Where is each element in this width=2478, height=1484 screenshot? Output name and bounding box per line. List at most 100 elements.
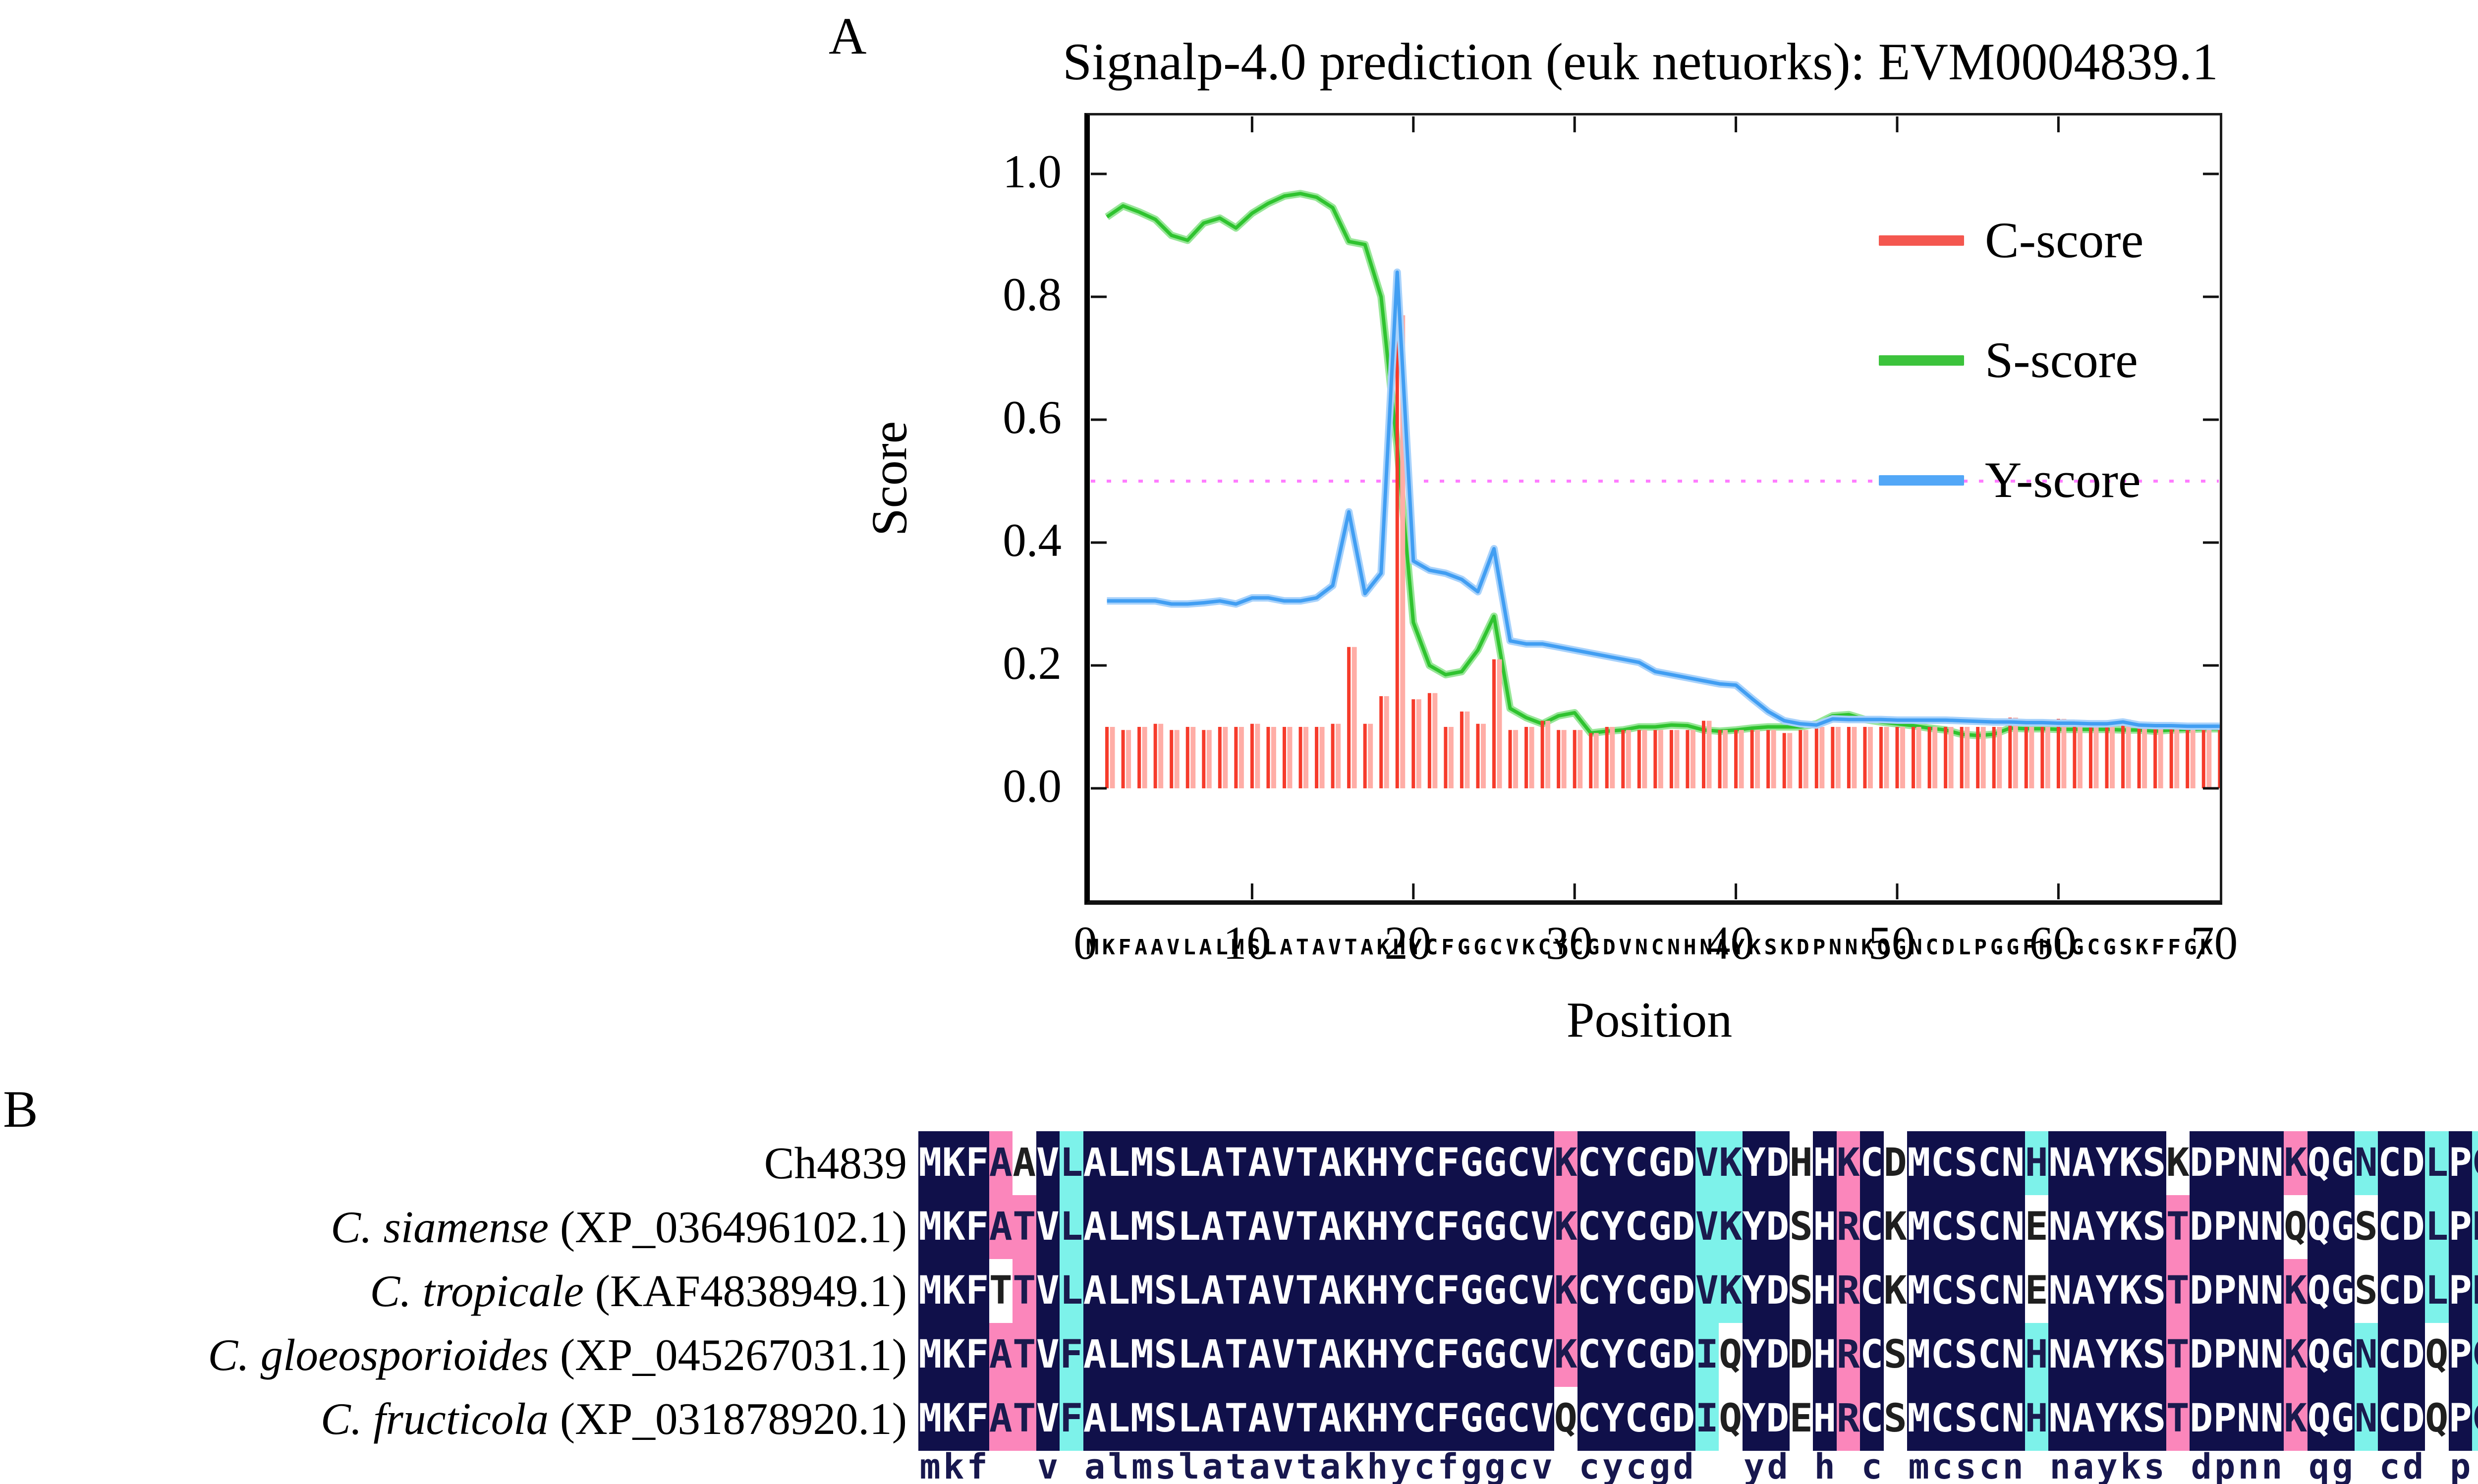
alignment-cell: P bbox=[2213, 1387, 2237, 1451]
sequence-letter: K bbox=[1521, 935, 1535, 960]
alignment-cell: C bbox=[1507, 1323, 1530, 1387]
alignment-row-label: C. fructicola (XP_031878920.1) bbox=[0, 1387, 907, 1451]
alignment-cell: H bbox=[2025, 1387, 2048, 1451]
sequence-letter: F bbox=[2151, 935, 2165, 960]
alignment-cell: N bbox=[2237, 1259, 2260, 1323]
alignment-cell: S bbox=[2354, 1259, 2378, 1323]
species-name: C. siamense bbox=[331, 1202, 549, 1252]
alignment-cell: C bbox=[1860, 1323, 1884, 1387]
sequence-letter: G bbox=[1457, 935, 1470, 960]
alignment-cell: C bbox=[1930, 1259, 1954, 1323]
alignment-cell: S bbox=[1954, 1259, 1978, 1323]
alignment-cell: V bbox=[1036, 1259, 1060, 1323]
alignment-cell: C bbox=[1977, 1259, 2001, 1323]
alignment-cell: D bbox=[2401, 1259, 2425, 1323]
alignment-cell: E bbox=[2025, 1259, 2048, 1323]
sequence-letter: G bbox=[2006, 935, 2020, 960]
alignment-row-label: C. siamense (XP_036496102.1) bbox=[0, 1195, 907, 1259]
alignment-cell: K bbox=[1719, 1259, 1743, 1323]
alignment-cell: G bbox=[2472, 1131, 2478, 1195]
alignment-cell: L bbox=[1107, 1323, 1130, 1387]
alignment-cell: G bbox=[1460, 1195, 1483, 1259]
alignment-cell: T bbox=[1295, 1131, 1319, 1195]
alignment-cell: N bbox=[2260, 1259, 2284, 1323]
alignment-cell: T bbox=[1295, 1387, 1319, 1451]
alignment-cell: Y bbox=[2095, 1387, 2119, 1451]
alignment-cell: Q bbox=[2307, 1387, 2331, 1451]
sequence-letter: G bbox=[2071, 935, 2084, 960]
alignment-cell: L bbox=[2425, 1195, 2449, 1259]
alignment-cell: G bbox=[1648, 1131, 1672, 1195]
alignment-cell: K bbox=[942, 1323, 965, 1387]
alignment-cell: A bbox=[1083, 1323, 1107, 1387]
y-tick-label: 0.8 bbox=[1003, 268, 1062, 321]
consensus-letter: a bbox=[1202, 1446, 1223, 1484]
consensus-letter bbox=[1013, 1451, 1036, 1483]
alignment-cell: V bbox=[1530, 1195, 1554, 1259]
alignment-cell: G bbox=[1460, 1387, 1483, 1451]
alignment-cell: T bbox=[989, 1259, 1013, 1323]
alignment-cell: V bbox=[1036, 1387, 1060, 1451]
alignment-cell: D bbox=[2401, 1131, 2425, 1195]
sequence-letter: C bbox=[1538, 935, 1551, 960]
sequence-letter: G bbox=[1990, 935, 2003, 960]
alignment-cell: S bbox=[1154, 1387, 1178, 1451]
consensus-letter: f bbox=[1437, 1446, 1459, 1484]
sequence-letter: F bbox=[1441, 935, 1454, 960]
alignment-cell: K bbox=[1719, 1195, 1743, 1259]
alignment-cell: L bbox=[1107, 1387, 1130, 1451]
alignment-cell: D bbox=[1766, 1323, 1790, 1387]
alignment-cell: N bbox=[2354, 1323, 2378, 1387]
alignment-cell: C bbox=[1412, 1323, 1436, 1387]
alignment-cell: D bbox=[1789, 1323, 1813, 1387]
alignment-cell: A bbox=[1248, 1131, 1272, 1195]
alignment-cell: N bbox=[2237, 1323, 2260, 1387]
x-axis-title: Position bbox=[1566, 992, 1733, 1048]
sequence-letter: Y bbox=[1408, 935, 1422, 960]
alignment-cell: K bbox=[2284, 1131, 2308, 1195]
alignment-cell: N bbox=[2001, 1195, 2025, 1259]
alignment-cell: D bbox=[1883, 1131, 1907, 1195]
consensus-letter: g bbox=[2332, 1446, 2353, 1484]
alignment-cell: H bbox=[1789, 1131, 1813, 1195]
consensus-letter bbox=[2025, 1451, 2049, 1483]
x-tick-label: 30 bbox=[1545, 917, 1593, 969]
alignment-cell: V bbox=[1530, 1323, 1554, 1387]
alignment-cell: Y bbox=[1742, 1131, 1766, 1195]
alignment-cell: Y bbox=[1389, 1259, 1413, 1323]
alignment-cell: Y bbox=[2095, 1195, 2119, 1259]
alignment-cell: K bbox=[2166, 1131, 2190, 1195]
alignment-cell: Q bbox=[2284, 1195, 2308, 1259]
legend-item: Y-score bbox=[1879, 447, 2141, 513]
alignment-cell: Y bbox=[2095, 1131, 2119, 1195]
alignment-cell: F bbox=[965, 1323, 989, 1387]
sequence-letter: V bbox=[1506, 935, 1519, 960]
sequence-letter: M bbox=[1086, 935, 1099, 960]
alignment-cell: C bbox=[1977, 1387, 2001, 1451]
alignment-cell: N bbox=[2237, 1195, 2260, 1259]
alignment-cell: A bbox=[1248, 1195, 1272, 1259]
alignment-cell: C bbox=[2378, 1387, 2402, 1451]
alignment-cell: K bbox=[1342, 1323, 1366, 1387]
alignment-cell: A bbox=[1201, 1131, 1225, 1195]
consensus-letter bbox=[2284, 1451, 2308, 1483]
y-tick-label: 0.2 bbox=[1003, 637, 1062, 689]
sequence-letter: T bbox=[1344, 935, 1357, 960]
alignment-cell: D bbox=[2472, 1259, 2478, 1323]
sequence-letter: A bbox=[1312, 935, 1325, 960]
alignment-cell: D bbox=[2190, 1387, 2213, 1451]
alignment-cell: N bbox=[2048, 1131, 2072, 1195]
alignment-cell: Q bbox=[1719, 1323, 1743, 1387]
alignment-cell: S bbox=[2142, 1131, 2166, 1195]
alignment-cell: G bbox=[1483, 1387, 1507, 1451]
alignment-cell: K bbox=[1342, 1131, 1366, 1195]
alignment-cell: Q bbox=[2307, 1323, 2331, 1387]
alignment-cell: F bbox=[1060, 1387, 1083, 1451]
alignment-cell: T bbox=[1224, 1259, 1248, 1323]
alignment-cell: C bbox=[1625, 1259, 1648, 1323]
alignment-cell: N bbox=[2354, 1131, 2378, 1195]
alignment-cell: F bbox=[1436, 1259, 1460, 1323]
signalp-plot-frame: C-score S-score Y-score bbox=[1084, 113, 2222, 905]
